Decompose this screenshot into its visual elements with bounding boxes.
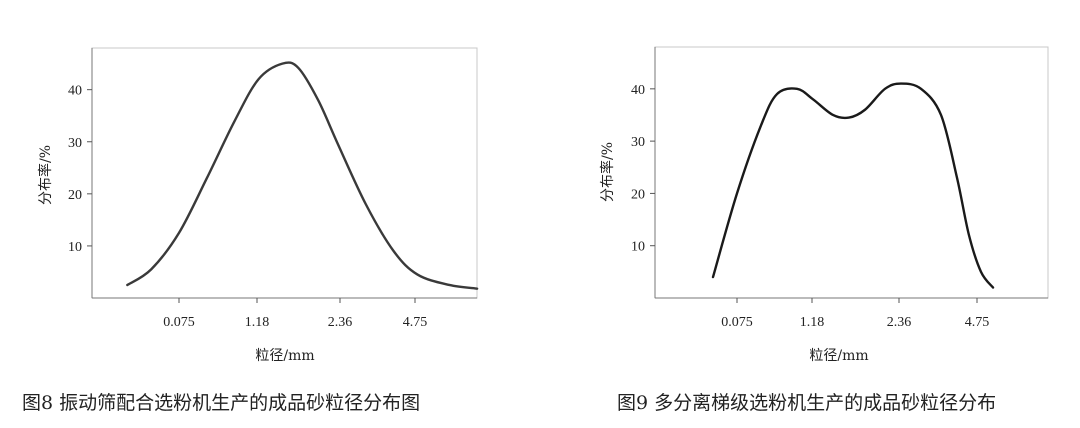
chart-8-x-tick-label: 0.075 — [163, 315, 195, 330]
chart-8-y-tick-label: 20 — [68, 188, 82, 203]
chart-8-x-tick-label: 1.18 — [245, 315, 270, 330]
chart-9-y-tick-label: 30 — [631, 135, 645, 150]
chart-9: 10 20 30 40 0.075 1.18 2.36 4.75 粒径/mm 分布率/% 图… — [599, 46, 1049, 414]
chart-8-plot-frame — [91, 47, 478, 299]
chart-8-x-axis-label: 粒径/mm — [255, 348, 314, 364]
chart-8-y-axis-label: 分布率/% — [37, 145, 54, 205]
chart-8-y-tick-label: 10 — [68, 240, 82, 255]
chart-9-x-tick-label: 2.36 — [887, 315, 912, 330]
chart-8-x-ticks: 0.075 1.18 2.36 4.75 — [163, 298, 427, 330]
chart-9-series-line — [711, 82, 995, 289]
chart-8-y-tick-label: 30 — [68, 136, 82, 151]
chart-9-plot-frame — [654, 46, 1049, 299]
chart-8-series-line — [126, 61, 479, 290]
chart-8-x-tick-label: 2.36 — [328, 315, 353, 330]
chart-9-y-tick-label: 10 — [631, 240, 645, 255]
chart-9-x-tick-label: 4.75 — [965, 315, 990, 330]
chart-9-x-tick-label: 1.18 — [800, 315, 825, 330]
chart-8-x-tick-label: 4.75 — [403, 315, 428, 330]
chart-8-caption: 图8 振动筛配合选粉机生产的成品砂粒径分布图 — [22, 392, 420, 414]
chart-9-x-tick-label: 0.075 — [721, 315, 753, 330]
chart-9-y-ticks: 10 20 30 40 — [631, 83, 655, 255]
chart-9-y-axis-label: 分布率/% — [599, 142, 616, 202]
chart-9-x-ticks: 0.075 1.18 2.36 4.75 — [721, 298, 989, 330]
chart-8-y-tick-label: 40 — [68, 84, 82, 99]
chart-9-y-tick-label: 20 — [631, 187, 645, 202]
chart-8-y-ticks: 10 20 30 40 — [68, 84, 92, 255]
chart-9-caption: 图9 多分离梯级选粉机生产的成品砂粒径分布 — [617, 392, 996, 414]
chart-8: 10 20 30 40 0.075 1.18 2.36 4.75 粒径/mm 分布率/% 图… — [22, 47, 479, 414]
chart-9-x-axis-label: 粒径/mm — [809, 348, 868, 364]
chart-9-y-tick-label: 40 — [631, 83, 645, 98]
